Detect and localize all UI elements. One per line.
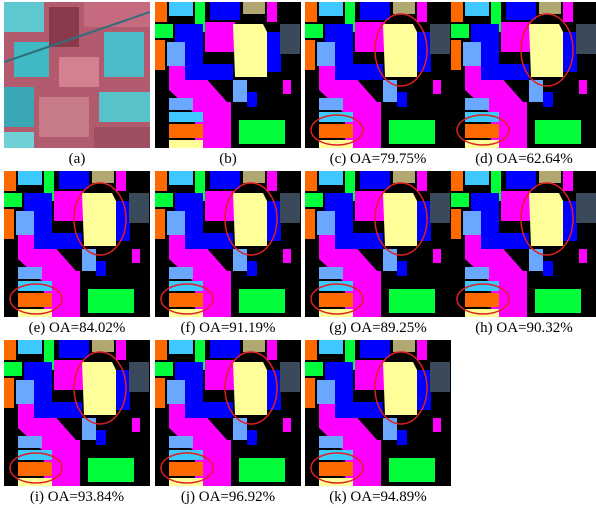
caption: (e) OA=84.02% bbox=[4, 319, 150, 337]
caption: (g) OA=89.25% bbox=[305, 319, 451, 337]
classification-map bbox=[305, 2, 451, 148]
caption: (k) OA=94.89% bbox=[305, 488, 451, 506]
false-color-image bbox=[4, 2, 150, 148]
panel: (b) bbox=[155, 2, 301, 168]
panel: (k) OA=94.89% bbox=[305, 340, 451, 506]
map-image bbox=[4, 2, 150, 148]
classification-map bbox=[451, 2, 596, 148]
caption: (c) OA=79.75% bbox=[305, 150, 451, 168]
classification-map bbox=[155, 2, 301, 148]
caption: (b) bbox=[155, 150, 301, 168]
caption: (a) bbox=[4, 150, 150, 168]
caption: (d) OA=62.64% bbox=[451, 150, 596, 168]
classification-map bbox=[4, 171, 150, 317]
panel: (h) OA=90.32% bbox=[451, 171, 596, 337]
classification-map bbox=[155, 340, 301, 486]
panel: (f) OA=91.19% bbox=[155, 171, 301, 337]
map-image bbox=[305, 171, 451, 317]
caption: (j) OA=96.92% bbox=[155, 488, 301, 506]
classification-map bbox=[305, 171, 451, 317]
panel: (d) OA=62.64% bbox=[451, 2, 596, 168]
panel: (i) OA=93.84% bbox=[4, 340, 150, 506]
classification-map bbox=[155, 171, 301, 317]
panel: (c) OA=79.75% bbox=[305, 2, 451, 168]
map-image bbox=[155, 171, 301, 317]
panel: (g) OA=89.25% bbox=[305, 171, 451, 337]
classification-map bbox=[305, 340, 451, 486]
map-image bbox=[155, 340, 301, 486]
caption: (f) OA=91.19% bbox=[155, 319, 301, 337]
classification-map bbox=[451, 171, 596, 317]
map-image bbox=[305, 2, 451, 148]
classification-map bbox=[4, 340, 150, 486]
map-image bbox=[451, 171, 596, 317]
map-image bbox=[155, 2, 301, 148]
figure: (a) (b)(c) OA=79.75%(d) OA=62.64% (e) OA=8… bbox=[0, 0, 596, 508]
panel: (a) bbox=[4, 2, 150, 168]
map-image bbox=[4, 171, 150, 317]
panel: (j) OA=96.92% bbox=[155, 340, 301, 506]
map-image bbox=[4, 340, 150, 486]
caption: (h) OA=90.32% bbox=[451, 319, 596, 337]
caption: (i) OA=93.84% bbox=[4, 488, 150, 506]
map-image bbox=[305, 340, 451, 486]
panel: (e) OA=84.02% bbox=[4, 171, 150, 337]
map-image bbox=[451, 2, 596, 148]
